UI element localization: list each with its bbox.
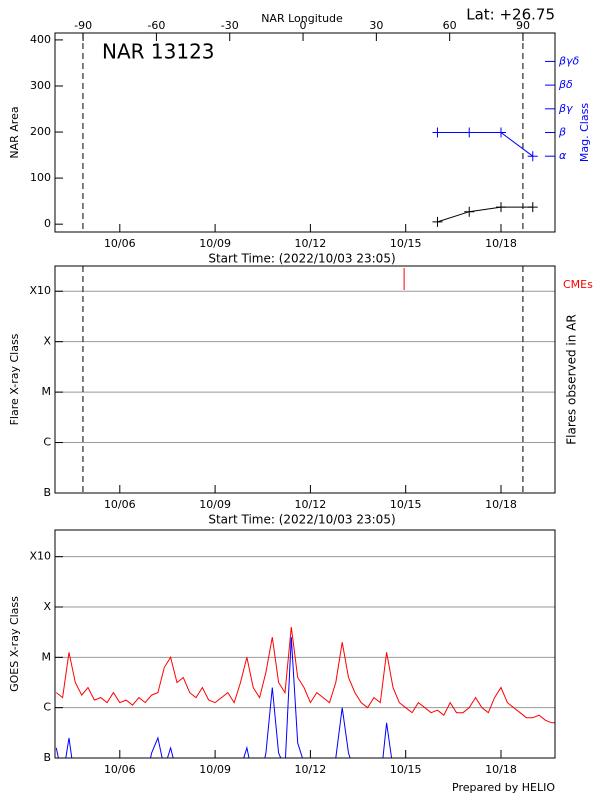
series-line xyxy=(55,627,555,724)
y2-tick-label: βγδ xyxy=(558,54,580,67)
cme-legend: CMEs xyxy=(563,278,593,291)
panel: B C M X X10 10/06 10/09 10/12 10/15 10/18 GOES X-r… xyxy=(8,529,556,776)
series-line xyxy=(437,206,533,223)
marker xyxy=(464,127,475,138)
marker xyxy=(432,216,443,227)
x2-tick-label: -30 xyxy=(221,19,239,32)
y-tick-label: 400 xyxy=(30,33,51,46)
x-tick-label: 10/09 xyxy=(199,237,231,250)
x2-axis-label: NAR Longitude xyxy=(261,12,343,25)
x-tick-label: 10/06 xyxy=(104,498,136,511)
x-tick-label: 10/12 xyxy=(295,237,327,250)
y2-tick-label: β xyxy=(558,126,566,139)
y-tick-label: C xyxy=(43,436,51,449)
marker xyxy=(464,206,475,217)
y-tick-label: 300 xyxy=(30,79,51,92)
latitude: Lat: +26.75 xyxy=(466,6,555,24)
x-tick-label: 10/06 xyxy=(104,763,136,776)
panel: B C M X X10 10/06 10/09 10/12 10/15 10/18 CMEs Flar… xyxy=(8,265,593,527)
y-axis-label: NAR Area xyxy=(8,106,21,158)
x2-tick-label: -90 xyxy=(74,19,92,32)
y2-tick-label: βγ xyxy=(558,102,573,115)
x-tick-label: 10/15 xyxy=(390,237,422,250)
y2-axis-label: Flares observed in AR xyxy=(565,314,579,444)
y-tick-label: X10 xyxy=(29,550,51,563)
x-tick-label: 10/09 xyxy=(199,763,231,776)
y-tick-label: M xyxy=(42,385,52,398)
x-tick-label: 10/15 xyxy=(390,763,422,776)
y-tick-label: X xyxy=(43,600,51,613)
y2-axis-label: Mag. Class xyxy=(578,103,591,162)
x-tick-label: 10/12 xyxy=(295,498,327,511)
y-tick-label: 100 xyxy=(30,171,51,184)
x-tick-label: 10/15 xyxy=(390,498,422,511)
plot-frame xyxy=(54,265,556,494)
y2-tick-label: α xyxy=(559,149,567,162)
x-axis-label: Start Time: (2022/10/03 23:05) xyxy=(208,252,395,266)
y-tick-label: 200 xyxy=(30,125,51,138)
x2-tick-label: 90 xyxy=(516,19,530,32)
marker xyxy=(527,202,538,213)
y-tick-label: X10 xyxy=(29,284,51,297)
y-tick-label: B xyxy=(43,751,51,764)
y-tick-label: M xyxy=(42,650,52,663)
x2-tick-label: 60 xyxy=(443,19,457,32)
y2-tick-label: βδ xyxy=(558,78,573,91)
y-axis-label: GOES X-ray Class xyxy=(8,596,21,692)
y-axis-label: Flare X-ray Class xyxy=(8,333,21,425)
y-tick-label: 0 xyxy=(44,217,51,230)
y-tick-label: X xyxy=(43,335,51,348)
x2-tick-label: -60 xyxy=(147,19,165,32)
x-tick-label: 10/12 xyxy=(295,763,327,776)
marker xyxy=(495,202,506,213)
y-tick-label: C xyxy=(43,701,51,714)
x2-tick-label: 30 xyxy=(369,19,383,32)
x-tick-label: 10/18 xyxy=(485,237,517,250)
x-axis-label: Start Time: (2022/10/03 23:05) xyxy=(208,513,395,527)
series-line xyxy=(437,132,534,157)
x2-tick-label: 0 xyxy=(300,19,307,32)
x-tick-label: 10/06 xyxy=(104,237,136,250)
y-tick-label: B xyxy=(43,486,51,499)
footer: Prepared by HELIO xyxy=(452,781,555,794)
plot-frame xyxy=(54,32,556,233)
marker xyxy=(495,127,506,138)
region-label: NAR 13123 xyxy=(102,40,215,64)
x-tick-label: 10/18 xyxy=(485,763,517,776)
x-tick-label: 10/09 xyxy=(199,498,231,511)
plot-frame xyxy=(54,529,556,759)
marker xyxy=(527,151,538,162)
x-tick-label: 10/18 xyxy=(485,498,517,511)
marker xyxy=(432,127,443,138)
